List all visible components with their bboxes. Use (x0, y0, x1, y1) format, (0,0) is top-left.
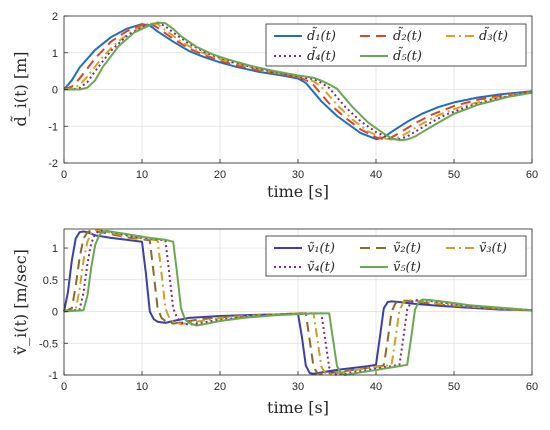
distance-legend-label-5: d̃₅(t) (393, 47, 422, 64)
velocity-legend-label-3: ṽ₃(t) (479, 241, 507, 256)
distance-chart-legend: d̃₁(t) d̃₂(t) d̃₃(t) d̃₄(t) d̃₅(t) (265, 23, 527, 67)
velocity-x-tick-label: 0 (61, 381, 67, 393)
velocity-legend-label-1: ṽ₁(t) (307, 241, 335, 256)
distance-x-tick-label: 60 (526, 169, 538, 181)
velocity-chart-y-axis-label: ṽ_i(t) [m/sec] (11, 249, 30, 356)
velocity-legend-label-2: ṽ₂(t) (393, 241, 421, 256)
distance-x-tick-label: 50 (448, 169, 460, 181)
distance-legend-label-1: d̃₁(t) (307, 27, 336, 44)
velocity-legend-label-5: ṽ₅(t) (393, 260, 421, 275)
distance-y-tick-label: 0 (52, 85, 58, 97)
distance-chart-x-ticks: 0 10 20 30 40 50 60 (61, 159, 538, 181)
distance-y-tick-label: -2 (48, 158, 58, 170)
distance-error-chart: 0 10 20 30 40 50 60 -2 -1 0 1 2 time [s] d̃_i(t) [… (10, 11, 539, 201)
distance-chart-legend-box (265, 23, 527, 67)
distance-y-tick-label: -1 (48, 121, 58, 133)
distance-y-tick-label: 1 (52, 48, 58, 60)
distance-series-line-3 (63, 22, 533, 141)
velocity-y-tick-label: 0.5 (43, 275, 58, 287)
distance-x-tick-label: 40 (370, 169, 382, 181)
velocity-x-tick-label: 30 (292, 381, 304, 393)
distance-series-line-1 (63, 23, 533, 141)
distance-series-line-4 (64, 21, 533, 141)
distance-x-tick-label: 20 (214, 169, 226, 181)
distance-series-line-5 (64, 21, 533, 142)
distance-chart-y-ticks: -2 -1 0 1 2 (48, 11, 68, 170)
distance-legend-label-4: d̃₄(t) (307, 47, 336, 64)
velocity-x-tick-label: 20 (214, 381, 226, 393)
velocity-x-tick-label: 10 (136, 381, 148, 393)
distance-x-tick-label: 30 (292, 169, 304, 181)
velocity-y-tick-label: -1 (48, 370, 58, 382)
velocity-series-line-2 (63, 229, 533, 375)
velocity-chart-legend-box (265, 235, 527, 277)
velocity-chart-x-axis-label: time [s] (267, 398, 329, 417)
distance-chart-y-axis-label: d̃_i(t) [m] (10, 51, 30, 126)
velocity-chart-x-ticks: 0 10 20 30 40 50 60 (61, 371, 538, 393)
velocity-x-tick-label: 60 (526, 381, 538, 393)
velocity-x-tick-label: 40 (370, 381, 382, 393)
velocity-chart-legend: ṽ₁(t) ṽ₂(t) ṽ₃(t) ṽ₄(t) ṽ₅(t) (265, 235, 527, 277)
velocity-x-tick-label: 50 (448, 381, 460, 393)
distance-x-tick-label: 10 (136, 169, 148, 181)
velocity-y-tick-label: 0 (52, 307, 58, 319)
velocity-series-line-5 (63, 229, 533, 376)
velocity-legend-label-4: ṽ₄(t) (307, 260, 335, 275)
distance-legend-label-3: d̃₃(t) (479, 27, 508, 44)
distance-chart-x-axis-label: time [s] (267, 182, 329, 201)
distance-chart-series (63, 21, 533, 142)
distance-y-tick-label: 2 (52, 11, 58, 23)
velocity-y-tick-label: 1 (52, 243, 58, 255)
velocity-chart-series (63, 229, 533, 376)
velocity-y-tick-label: -0.5 (39, 338, 58, 350)
distance-legend-label-2: d̃₂(t) (393, 27, 422, 44)
distance-x-tick-label: 0 (61, 169, 67, 181)
velocity-chart-y-ticks: -1 -0.5 0 0.5 1 (39, 243, 68, 382)
velocity-error-chart: 0 10 20 30 40 50 60 -1 -0.5 0 0.5 1 time [s] ṽ_i(t… (11, 228, 538, 417)
distance-series-line-2 (63, 22, 533, 141)
